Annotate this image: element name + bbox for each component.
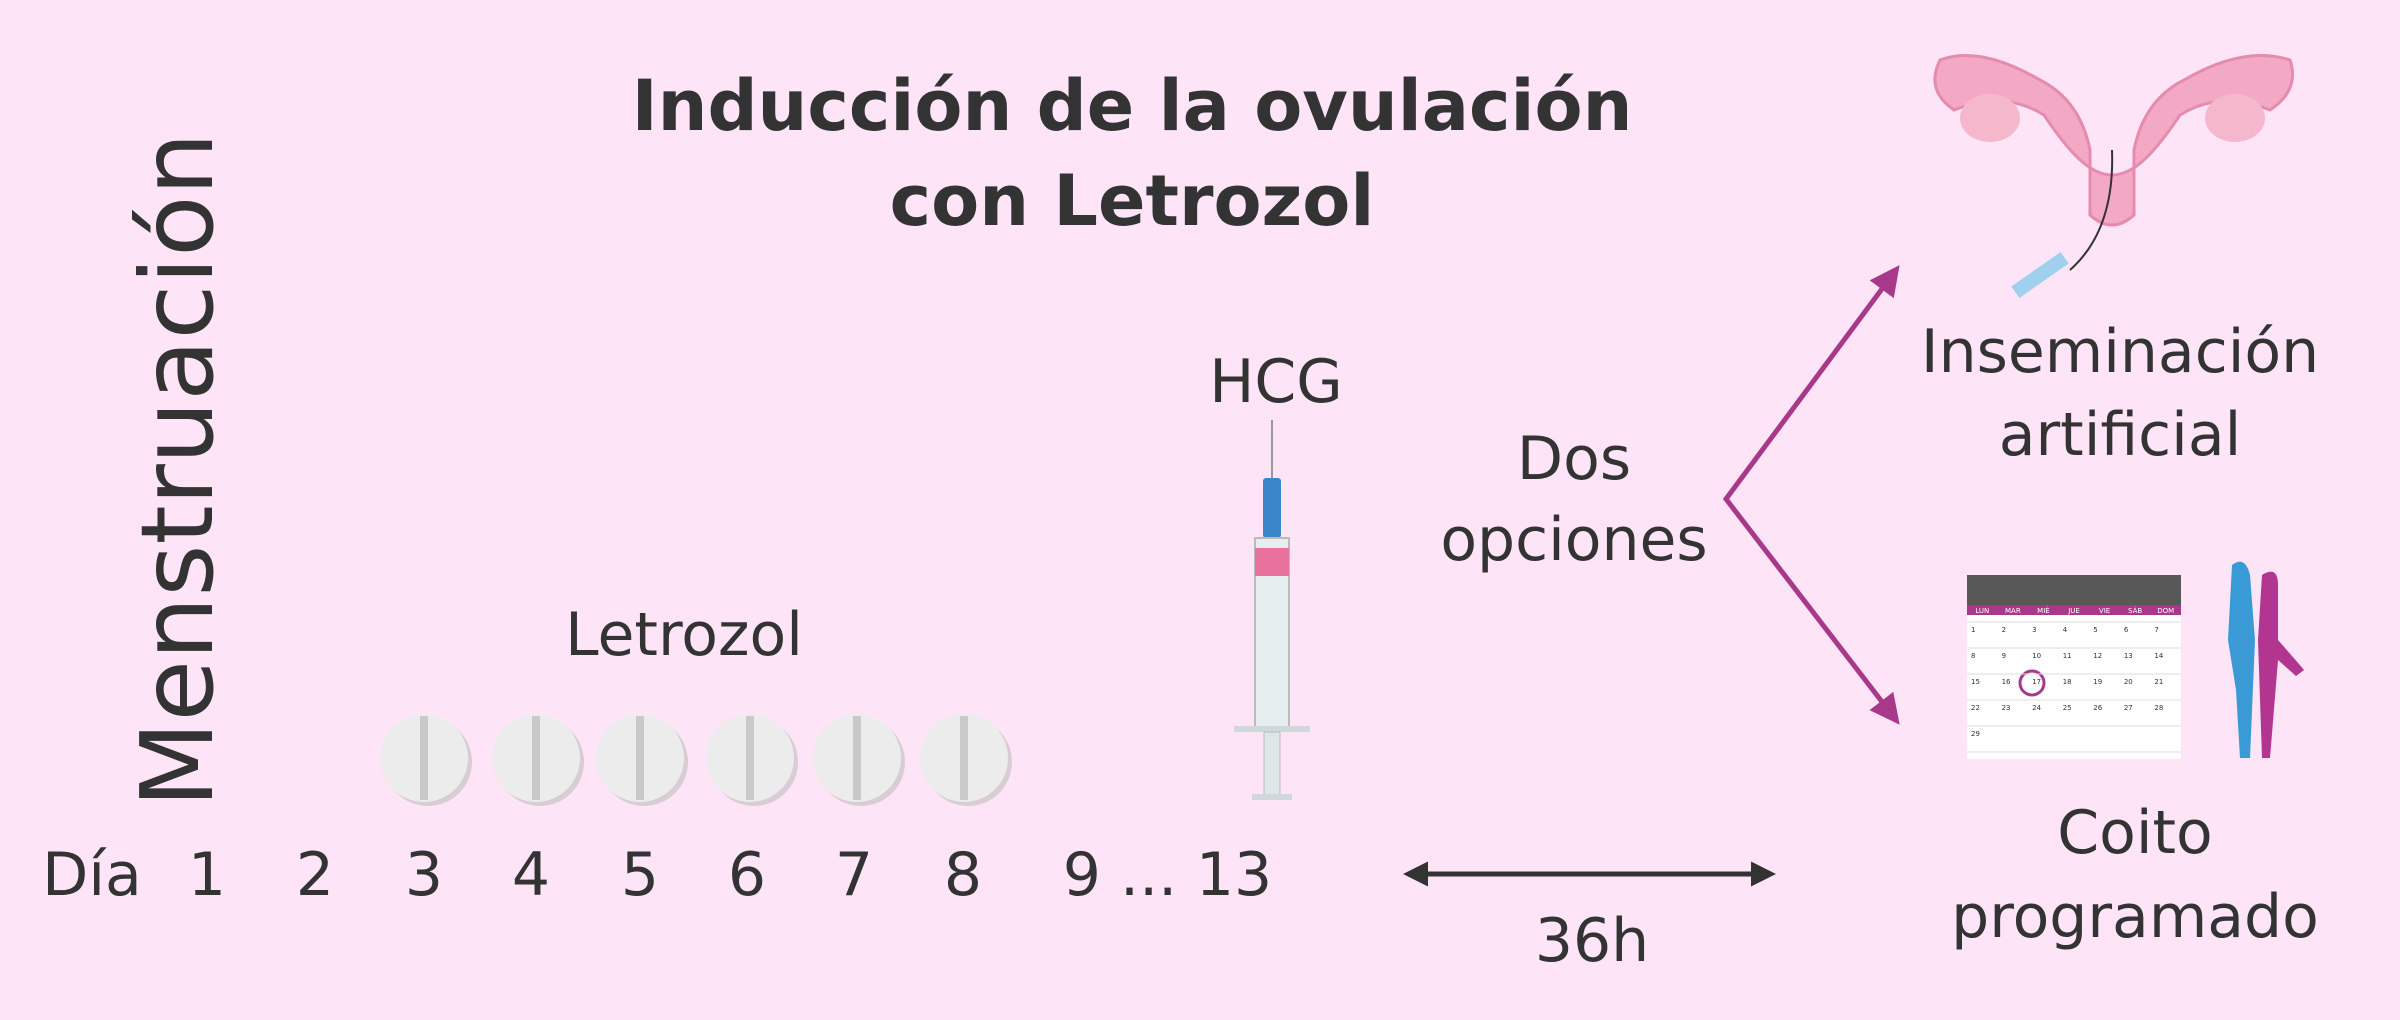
calendar-day: 29 <box>1971 730 1980 738</box>
option-label: artificial <box>1999 400 2242 470</box>
calendar-day: 27 <box>2124 704 2133 712</box>
calendar-day: 15 <box>1971 678 1980 686</box>
medication-label: Letrozol <box>565 600 803 670</box>
pill-groove <box>960 716 968 800</box>
calendar-day: 7 <box>2154 626 2158 634</box>
calendar-day: 14 <box>2154 652 2163 660</box>
day-number: 5 <box>621 840 659 910</box>
option-label: Coito <box>2057 798 2213 868</box>
calendar-day: 5 <box>2093 626 2097 634</box>
couple-icon <box>2228 561 2304 758</box>
pill-groove <box>420 716 428 800</box>
calendar-day: 8 <box>1971 652 1975 660</box>
calendar-weekday: VIE <box>2099 607 2110 615</box>
day-number: 13 <box>1196 840 1272 910</box>
day-number: 1 <box>188 840 226 910</box>
calendar-weekday: JUE <box>2067 607 2080 615</box>
syringe <box>1234 420 1310 800</box>
pills <box>380 714 1012 806</box>
day-number: 4 <box>512 840 550 910</box>
calendar-day: 1 <box>1971 626 1975 634</box>
option-label: Inseminación <box>1921 317 2319 387</box>
calendar-day: 19 <box>2093 678 2102 686</box>
calendar-day: 28 <box>2154 704 2163 712</box>
calendar-day: 4 <box>2063 626 2068 634</box>
calendar-day: 18 <box>2063 678 2072 686</box>
pill-groove <box>746 716 754 800</box>
title-line: con Letrozol <box>890 160 1375 242</box>
calendar-weekday: MAR <box>2005 607 2021 615</box>
calendar-day: 26 <box>2093 704 2102 712</box>
calendar-day: 23 <box>2002 704 2011 712</box>
interval-label: 36h <box>1535 906 1649 976</box>
side-label: Menstruación <box>119 132 236 808</box>
calendar-day: 17 <box>2032 678 2041 686</box>
calendar-day: 13 <box>2124 652 2133 660</box>
choice-label: Dos <box>1517 424 1631 494</box>
option-arrows <box>1722 265 1900 725</box>
calendar-weekday: SÁB <box>2128 606 2142 615</box>
day-number: 3 <box>405 840 443 910</box>
day-number: 6 <box>728 840 766 910</box>
calendar-weekday: DOM <box>2157 607 2174 615</box>
pill-groove <box>853 716 861 800</box>
calendar-day: 16 <box>2002 678 2011 686</box>
day-row: Día 1 2 3 4 5 6 7 8 9 ... 13 <box>42 840 1272 910</box>
uterus-icon <box>1933 54 2294 298</box>
calendar-day: 6 <box>2124 626 2129 634</box>
day-number: 8 <box>944 840 982 910</box>
calendar-day: 10 <box>2032 652 2041 660</box>
day-caption: Día <box>42 840 142 910</box>
calendar-day: 2 <box>2002 626 2006 634</box>
calendar-day: 24 <box>2032 704 2041 712</box>
calendar-day: 9 <box>2002 652 2006 660</box>
day-number: 9 ... <box>1063 840 1177 910</box>
pill-groove <box>636 716 644 800</box>
day-number: 7 <box>835 840 873 910</box>
pill-groove <box>532 716 540 800</box>
calendar-day: 12 <box>2093 652 2102 660</box>
injection-label: HCG <box>1209 347 1343 417</box>
title-line: Inducción de la ovulación <box>632 65 1633 147</box>
choice-label: opciones <box>1440 505 1707 575</box>
calendar-day: 11 <box>2063 652 2072 660</box>
calendar-day: 3 <box>2032 626 2036 634</box>
option-label: programado <box>1951 882 2319 952</box>
calendar-weekday: MIÉ <box>2037 606 2050 615</box>
calendar-weekday: LUN <box>1975 607 1989 615</box>
calendar-day: 21 <box>2154 678 2163 686</box>
calendar-day: 20 <box>2124 678 2133 686</box>
calendar-day: 25 <box>2063 704 2072 712</box>
calendar-day: 22 <box>1971 704 1980 712</box>
day-number: 2 <box>296 840 334 910</box>
